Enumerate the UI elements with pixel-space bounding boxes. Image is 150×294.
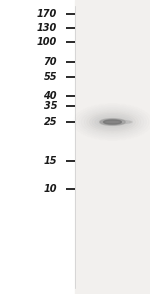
Text: 10: 10 (44, 184, 57, 194)
Text: 25: 25 (44, 117, 57, 127)
Ellipse shape (92, 115, 133, 129)
Text: 35: 35 (44, 101, 57, 111)
Text: 40: 40 (44, 91, 57, 101)
Text: 170: 170 (37, 9, 57, 19)
Text: 130: 130 (37, 23, 57, 33)
Text: 100: 100 (37, 37, 57, 47)
Ellipse shape (87, 111, 138, 133)
Ellipse shape (95, 116, 130, 128)
Ellipse shape (100, 120, 132, 124)
Text: 55: 55 (44, 72, 57, 82)
Ellipse shape (103, 120, 122, 124)
Text: 70: 70 (44, 57, 57, 67)
Text: 15: 15 (44, 156, 57, 166)
Ellipse shape (98, 118, 128, 126)
Ellipse shape (89, 113, 136, 131)
Bar (75, 0, 150, 294)
Ellipse shape (100, 119, 125, 125)
